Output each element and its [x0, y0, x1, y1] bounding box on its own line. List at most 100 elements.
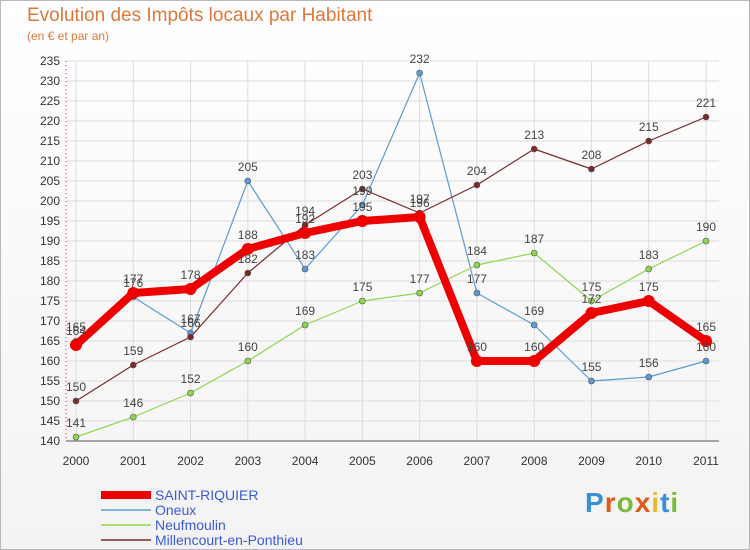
data-label: 188	[238, 228, 258, 242]
data-point	[356, 215, 369, 227]
data-point	[473, 261, 481, 269]
y-tick-label: 215	[40, 134, 60, 148]
data-label: 146	[123, 396, 143, 410]
data-label: 177	[467, 272, 487, 286]
data-point	[528, 355, 541, 367]
data-label: 160	[238, 340, 258, 354]
data-label: 175	[352, 280, 372, 294]
logo-letter: r	[604, 487, 617, 518]
y-tick-label: 195	[40, 214, 60, 228]
data-point	[642, 295, 655, 307]
y-tick-label: 150	[40, 394, 60, 408]
data-label: 213	[524, 128, 544, 142]
proxiti-logo: Proxiti	[585, 487, 679, 519]
data-label: 169	[295, 304, 315, 318]
series-line-neufmoulin	[75, 240, 707, 438]
data-point	[588, 377, 595, 385]
data-label: 160	[696, 340, 716, 354]
legend: SAINT-RIQUIEROneuxNeufmoulinMillencourt-…	[101, 487, 303, 548]
data-label: 215	[639, 120, 659, 134]
data-label: 177	[123, 272, 143, 286]
data-point	[473, 181, 481, 189]
data-point	[470, 355, 483, 367]
data-point	[416, 289, 423, 297]
chart-subtitle: (en € et par an)	[27, 29, 110, 43]
data-label: 195	[352, 200, 372, 214]
y-tick-label: 200	[40, 194, 60, 208]
data-label: 150	[66, 380, 86, 394]
data-label: 175	[581, 280, 601, 294]
x-tick-label: 2003	[234, 454, 261, 468]
data-label: 156	[639, 356, 659, 370]
series-line-millencourt-en-ponthieu	[75, 116, 707, 402]
data-label: 167	[181, 312, 201, 326]
y-tick-label: 235	[40, 54, 60, 68]
data-label: 203	[352, 168, 372, 182]
data-point	[244, 269, 252, 277]
logo-letter: x	[634, 487, 652, 518]
y-tick-label: 175	[40, 294, 60, 308]
y-tick-label: 185	[40, 254, 60, 268]
data-point	[645, 137, 653, 145]
data-label: 204	[467, 164, 487, 178]
data-point	[645, 373, 653, 381]
y-tick-label: 145	[40, 414, 60, 428]
data-point	[530, 249, 538, 257]
data-point	[187, 333, 194, 341]
data-point	[70, 339, 82, 351]
y-tick-label: 210	[40, 154, 60, 168]
data-label: 232	[410, 52, 430, 66]
data-label: 184	[467, 244, 487, 258]
data-label: 164	[66, 324, 86, 338]
data-label: 196	[410, 196, 430, 210]
data-point	[187, 389, 194, 397]
data-point	[241, 243, 254, 255]
x-tick-label: 2002	[177, 454, 204, 468]
y-tick-label: 205	[40, 174, 60, 188]
data-label: 194	[295, 204, 315, 218]
data-label: 182	[238, 252, 258, 266]
data-label: 187	[524, 232, 544, 246]
data-point	[129, 361, 137, 369]
y-tick-label: 165	[40, 334, 60, 348]
data-point	[127, 287, 140, 299]
y-tick-label: 190	[40, 234, 60, 248]
data-point	[359, 185, 366, 193]
y-tick-label: 225	[40, 94, 60, 108]
data-point	[585, 307, 598, 319]
y-tick-label: 160	[40, 354, 60, 368]
data-label: 155	[581, 360, 601, 374]
data-point	[129, 413, 137, 421]
data-point	[700, 335, 712, 347]
data-point	[530, 145, 538, 153]
data-label: 152	[181, 372, 201, 386]
data-label: 208	[581, 148, 601, 162]
legend-label: Millencourt-en-Ponthieu	[155, 532, 303, 548]
series-line-saint-riquier	[72, 213, 710, 365]
data-point	[645, 265, 653, 273]
data-label: 166	[181, 316, 201, 330]
logo-letter: o	[616, 487, 635, 518]
x-tick-label: 2010	[635, 454, 662, 468]
x-tick-label: 2011	[693, 454, 719, 468]
legend-label: Neufmoulin	[155, 517, 226, 533]
data-label: 177	[410, 272, 430, 286]
data-point	[413, 211, 426, 223]
x-tick-label: 2006	[406, 454, 433, 468]
logo-letter: i	[670, 487, 680, 518]
data-point	[702, 357, 710, 365]
data-point	[359, 297, 366, 305]
data-label: 183	[639, 248, 659, 262]
x-axis: 2000 2001 2002 2003 2004 2005 2006 2007 2008 2009…	[63, 440, 719, 468]
data-point	[359, 201, 366, 209]
data-label: 178	[181, 268, 201, 282]
data-label: 199	[352, 184, 372, 198]
data-label: 165	[66, 320, 86, 334]
data-point	[416, 69, 423, 77]
y-tick-label: 140	[40, 434, 60, 448]
x-tick-label: 2009	[578, 454, 605, 468]
series-lines	[70, 69, 712, 441]
data-label: 183	[295, 248, 315, 262]
data-labels: 165 176 167 205 183 199 232 177 169 155 156 160 141 1…	[66, 52, 716, 430]
